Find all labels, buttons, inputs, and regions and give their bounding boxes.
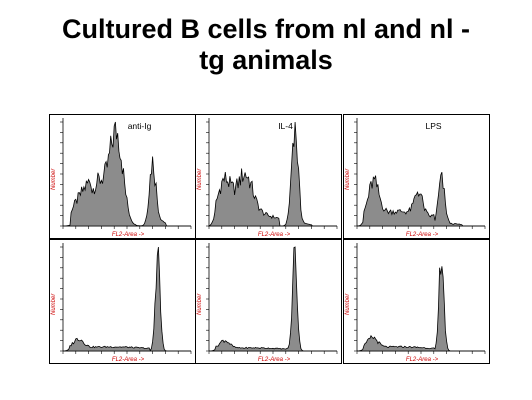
- histogram-area: [63, 246, 191, 352]
- panel-label: LPS: [425, 121, 441, 131]
- panel-frame: [195, 239, 342, 364]
- x-axis-label: FL2-Area ->: [406, 357, 439, 363]
- histogram-area: [207, 121, 337, 227]
- x-axis-label: FL2-Area ->: [112, 232, 145, 238]
- figure-title-line2: tg animals: [199, 45, 333, 75]
- y-axis-label: Number: [51, 293, 57, 315]
- histogram-panel-2: IL-4 Number FL2-Area ->: [195, 114, 342, 239]
- figure-title: Cultured B cells from nl and nl - tg ani…: [0, 14, 532, 76]
- y-axis-label: Number: [197, 293, 203, 315]
- y-axis-label: Number: [345, 293, 351, 315]
- histogram-area: [209, 246, 337, 352]
- y-axis-label: Number: [197, 168, 203, 190]
- histogram-panel-3: LPS Number FL2-Area ->: [343, 114, 490, 239]
- panel-label: IL-4: [278, 121, 293, 131]
- x-axis-label: FL2-Area ->: [258, 357, 291, 363]
- figure-title-line1: Cultured B cells from nl and nl -: [61, 14, 471, 44]
- y-axis-label: Number: [345, 168, 351, 190]
- histogram-panel-5: Number FL2-Area ->: [195, 239, 342, 364]
- x-axis-label: FL2-Area ->: [258, 232, 291, 238]
- histogram-panel-4: Number FL2-Area ->: [49, 239, 196, 364]
- y-axis-label: Number: [51, 168, 57, 190]
- histogram-area: [356, 266, 485, 352]
- x-axis-label: FL2-Area ->: [112, 357, 145, 363]
- histogram-area: [63, 121, 191, 227]
- histogram-area: [356, 171, 485, 227]
- histogram-panel-1: anti-Ig Number FL2-Area ->: [49, 114, 196, 239]
- panel-label: anti-Ig: [128, 121, 152, 131]
- x-axis-label: FL2-Area ->: [406, 232, 439, 238]
- histogram-panel-6: Number FL2-Area ->: [343, 239, 490, 364]
